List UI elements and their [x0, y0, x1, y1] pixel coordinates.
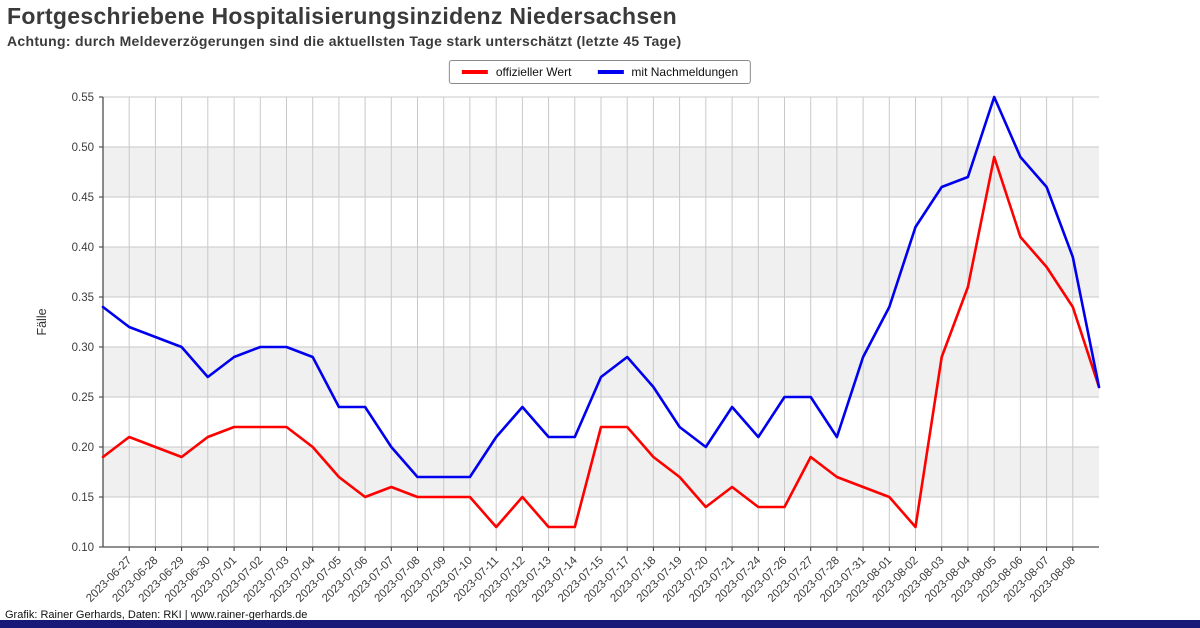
page-title: Fortgeschriebene Hospitalisierungsinzide…: [7, 3, 677, 29]
series-line-mit-nachmeldungen: [101, 95, 1101, 479]
y-tick-label: 0.10: [72, 542, 94, 554]
y-tick-label: 0.40: [72, 242, 94, 254]
legend-swatch: [597, 70, 624, 74]
legend-label: offizieller Wert: [495, 65, 572, 79]
y-tick-label: 0.35: [72, 292, 94, 304]
y-tick-label: 0.55: [72, 92, 94, 104]
bottom-bar: [0, 620, 1200, 628]
y-tick-label: 0.30: [72, 342, 94, 354]
series-line-offizieller-wert: [101, 155, 1101, 529]
legend: offizieller Wert mit Nachmeldungen: [448, 60, 752, 84]
legend-item: offizieller Wert: [461, 65, 572, 79]
y-tick-label: 0.20: [72, 442, 94, 454]
y-tick-label: 0.50: [72, 142, 94, 154]
y-axis-label: Fälle: [35, 308, 49, 335]
legend-label: mit Nachmeldungen: [631, 65, 739, 79]
chart-subtitle: Achtung: durch Meldeverzögerungen sind d…: [7, 33, 682, 49]
attribution-footer: Grafik: Rainer Gerhards, Daten: RKI | ww…: [5, 609, 308, 621]
legend-swatch: [461, 70, 488, 74]
y-tick-label: 0.15: [72, 492, 94, 504]
y-tick-label: 0.45: [72, 192, 94, 204]
legend-item: mit Nachmeldungen: [597, 65, 738, 79]
y-tick-label: 0.25: [72, 392, 94, 404]
